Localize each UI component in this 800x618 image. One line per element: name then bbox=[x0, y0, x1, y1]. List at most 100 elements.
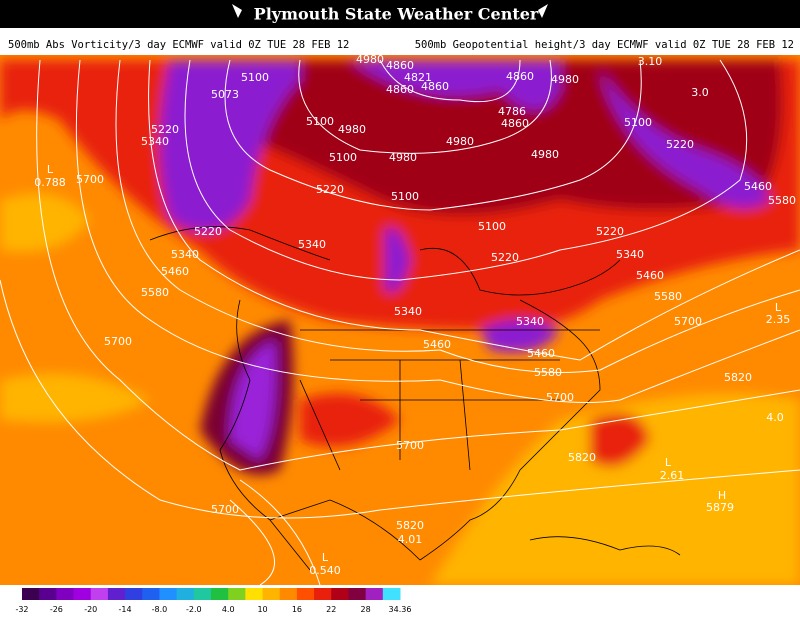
colorbar-label: 10 bbox=[257, 605, 267, 614]
contour-label: 2.35 bbox=[766, 313, 791, 326]
contour-label: 4980 bbox=[389, 151, 417, 164]
colorbar-label: -8.0 bbox=[152, 605, 168, 614]
contour-label: 5820 bbox=[724, 371, 752, 384]
contour-label: 5220 bbox=[596, 225, 624, 238]
contour-label: 5460 bbox=[527, 347, 555, 360]
colorbar-label: 28 bbox=[361, 605, 371, 614]
contour-label: 5340 bbox=[616, 248, 644, 261]
colorbar-swatch bbox=[107, 588, 126, 600]
contour-label: 5820 bbox=[396, 519, 424, 532]
contour-label: 5100 bbox=[391, 190, 419, 203]
height-contours bbox=[0, 59, 800, 585]
contour-label: L bbox=[665, 456, 672, 469]
geography bbox=[149, 226, 681, 571]
contour-label: 5460 bbox=[423, 338, 451, 351]
contour-label: 5100 bbox=[624, 116, 652, 129]
contour-label: 5580 bbox=[654, 290, 682, 303]
contour-label: L bbox=[322, 551, 329, 564]
colorbar-swatch bbox=[365, 588, 384, 600]
contour-label: 4860 bbox=[386, 83, 414, 96]
contour-label: 3.10 bbox=[638, 55, 663, 68]
contour-label: 5340 bbox=[394, 305, 422, 318]
contour-label: 4860 bbox=[421, 80, 449, 93]
colorbar-label: 4.0 bbox=[222, 605, 235, 614]
contour-label: 5100 bbox=[329, 151, 357, 164]
contour-label: 5700 bbox=[674, 315, 702, 328]
contour-label: 5100 bbox=[478, 220, 506, 233]
contour-label: 4980 bbox=[446, 135, 474, 148]
colorbar-label: 34.36 bbox=[389, 605, 412, 614]
contour-label: 5460 bbox=[744, 180, 772, 193]
contour-label: 5340 bbox=[141, 135, 169, 148]
contour-label: 4.0 bbox=[766, 411, 784, 424]
colorbar-swatch bbox=[73, 588, 92, 600]
colorbar-swatch bbox=[348, 588, 367, 600]
contour-label: 5340 bbox=[298, 238, 326, 251]
contour-label: 5460 bbox=[161, 265, 189, 278]
colorbar-label: -14 bbox=[119, 605, 132, 614]
contour-label: 5220 bbox=[316, 183, 344, 196]
colorbar-swatch bbox=[228, 588, 246, 600]
contour-label: 4980 bbox=[338, 123, 366, 136]
right-caption: 500mb Geopotential height/3 day ECMWF va… bbox=[415, 39, 794, 51]
colorbar-label: -2.0 bbox=[186, 605, 202, 614]
colorbar-label: -26 bbox=[50, 605, 63, 614]
left-caption: 500mb Abs Vorticity/3 day ECMWF valid 0Z… bbox=[8, 39, 349, 51]
colorbar-swatch bbox=[56, 588, 75, 600]
colorbar-swatch bbox=[22, 588, 40, 600]
contour-label: 5340 bbox=[171, 248, 199, 261]
contour-label: 0.540 bbox=[309, 564, 341, 577]
title-bar bbox=[0, 0, 800, 28]
colorbar-label: 22 bbox=[326, 605, 336, 614]
colorbar-swatch bbox=[159, 588, 178, 600]
colorbar-swatch bbox=[125, 588, 143, 600]
contour-label: 0.788 bbox=[34, 176, 66, 189]
colorbar-label: -20 bbox=[84, 605, 97, 614]
contour-label: H bbox=[718, 489, 726, 502]
contour-label: 5700 bbox=[396, 439, 424, 452]
colorbar-swatch bbox=[331, 588, 349, 600]
colorbar-swatch bbox=[193, 588, 212, 600]
title: Plymouth State Weather Center bbox=[254, 5, 539, 24]
colorbar-swatch bbox=[245, 588, 264, 600]
contour-label: 5460 bbox=[636, 269, 664, 282]
contour-label: 4980 bbox=[551, 73, 579, 86]
contour-label: 5820 bbox=[568, 451, 596, 464]
contour-label: 5100 bbox=[241, 71, 269, 84]
colorbar-swatch bbox=[176, 588, 195, 600]
colorbar-swatch bbox=[39, 588, 57, 600]
contour-label: 5700 bbox=[104, 335, 132, 348]
contour-label: L bbox=[47, 163, 54, 176]
colorbar-swatch bbox=[296, 588, 315, 600]
contour-label: 5700 bbox=[546, 391, 574, 404]
contour-label: 5580 bbox=[141, 286, 169, 299]
contour-label: 5580 bbox=[534, 366, 562, 379]
contour-label: 4786 bbox=[498, 105, 526, 118]
colorbar-swatch bbox=[279, 588, 298, 600]
contour-label: 4980 bbox=[531, 148, 559, 161]
colorbar-swatch bbox=[262, 588, 281, 600]
contour-label: 4821 bbox=[404, 71, 432, 84]
contour-label: 3.0 bbox=[691, 86, 709, 99]
colorbar-swatch bbox=[90, 588, 109, 600]
contour-label: 4860 bbox=[506, 70, 534, 83]
colorbar-swatch bbox=[382, 588, 401, 600]
contour-label: 5073 bbox=[211, 88, 239, 101]
colorbar-swatch bbox=[314, 588, 332, 600]
contour-label: 5340 bbox=[516, 315, 544, 328]
contour-label: L bbox=[775, 301, 782, 314]
colorbar-label: 16 bbox=[292, 605, 302, 614]
colorbar-swatch bbox=[142, 588, 160, 600]
contour-label: 4.01 bbox=[398, 533, 423, 546]
contour-label: 5879 bbox=[706, 501, 734, 514]
contour-label: 4860 bbox=[386, 59, 414, 72]
colorbar-label: -32 bbox=[15, 605, 28, 614]
contour-label: 5700 bbox=[76, 173, 104, 186]
contour-label: 4860 bbox=[501, 117, 529, 130]
contour-label: 5220 bbox=[491, 251, 519, 264]
contour-label: 5220 bbox=[151, 123, 179, 136]
contour-label: 5580 bbox=[768, 194, 796, 207]
